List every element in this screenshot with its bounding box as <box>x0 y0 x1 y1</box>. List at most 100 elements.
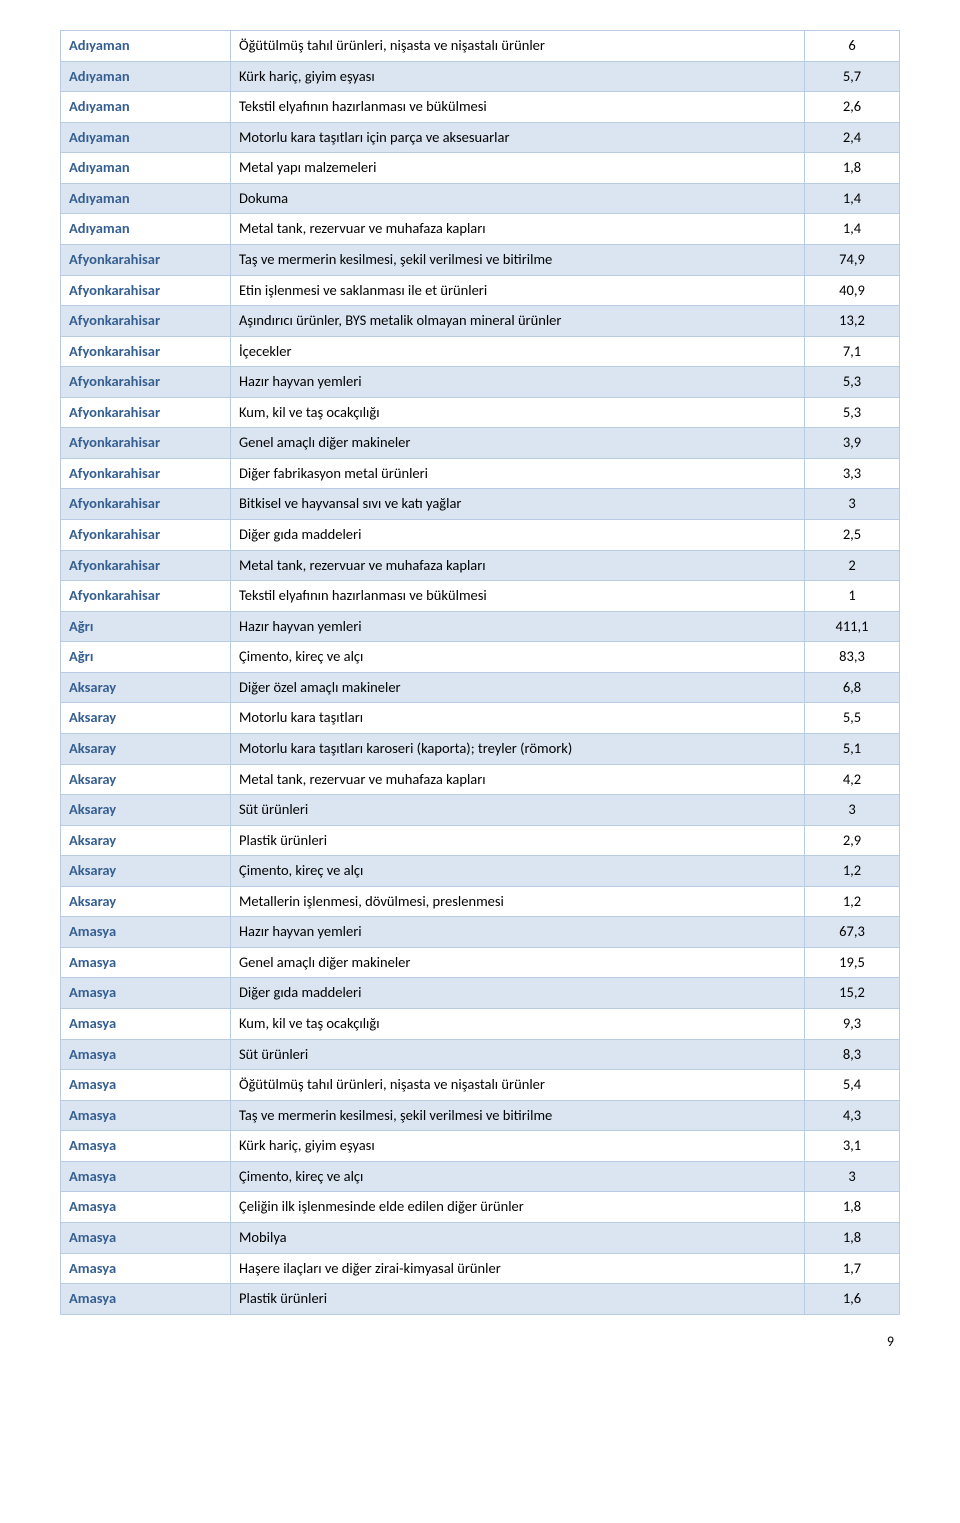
value-cell: 2 <box>805 550 900 581</box>
city-cell: Afyonkarahisar <box>61 489 231 520</box>
table-row: AdıyamanÖğütülmüş tahıl ürünleri, nişast… <box>61 31 900 62</box>
value-cell: 5,3 <box>805 367 900 398</box>
description-cell: Motorlu kara taşıtları için parça ve aks… <box>231 122 805 153</box>
city-cell: Afyonkarahisar <box>61 520 231 551</box>
data-table: AdıyamanÖğütülmüş tahıl ürünleri, nişast… <box>60 30 900 1315</box>
table-row: AdıyamanMetal tank, rezervuar ve muhafaz… <box>61 214 900 245</box>
table-row: AfyonkarahisarDiğer gıda maddeleri2,5 <box>61 520 900 551</box>
description-cell: Tekstil elyafının hazırlanması ve bükülm… <box>231 92 805 123</box>
value-cell: 4,3 <box>805 1100 900 1131</box>
description-cell: Süt ürünleri <box>231 795 805 826</box>
value-cell: 7,1 <box>805 336 900 367</box>
city-cell: Aksaray <box>61 856 231 887</box>
value-cell: 3 <box>805 489 900 520</box>
table-row: AfyonkarahisarAşındırıcı ürünler, BYS me… <box>61 306 900 337</box>
table-row: AksarayPlastik ürünleri2,9 <box>61 825 900 856</box>
table-row: AmasyaGenel amaçlı diğer makineler19,5 <box>61 947 900 978</box>
value-cell: 5,7 <box>805 61 900 92</box>
city-cell: Ağrı <box>61 642 231 673</box>
table-row: AmasyaPlastik ürünleri1,6 <box>61 1284 900 1315</box>
description-cell: Plastik ürünleri <box>231 1284 805 1315</box>
description-cell: İçecekler <box>231 336 805 367</box>
table-row: AmasyaHazır hayvan yemleri67,3 <box>61 917 900 948</box>
value-cell: 1,7 <box>805 1253 900 1284</box>
value-cell: 411,1 <box>805 611 900 642</box>
value-cell: 3 <box>805 795 900 826</box>
city-cell: Amasya <box>61 1131 231 1162</box>
description-cell: Diğer gıda maddeleri <box>231 978 805 1009</box>
table-row: AksarayÇimento, kireç ve alçı1,2 <box>61 856 900 887</box>
table-row: AmasyaSüt ürünleri8,3 <box>61 1039 900 1070</box>
city-cell: Amasya <box>61 917 231 948</box>
description-cell: Dokuma <box>231 183 805 214</box>
value-cell: 19,5 <box>805 947 900 978</box>
value-cell: 1,8 <box>805 153 900 184</box>
description-cell: Metal tank, rezervuar ve muhafaza kaplar… <box>231 214 805 245</box>
city-cell: Afyonkarahisar <box>61 244 231 275</box>
city-cell: Afyonkarahisar <box>61 275 231 306</box>
city-cell: Amasya <box>61 1222 231 1253</box>
city-cell: Adıyaman <box>61 92 231 123</box>
table-row: Afyonkarahisarİçecekler7,1 <box>61 336 900 367</box>
description-cell: Aşındırıcı ürünler, BYS metalik olmayan … <box>231 306 805 337</box>
table-row: AğrıÇimento, kireç ve alçı83,3 <box>61 642 900 673</box>
value-cell: 3 <box>805 1161 900 1192</box>
value-cell: 3,3 <box>805 458 900 489</box>
city-cell: Adıyaman <box>61 214 231 245</box>
value-cell: 1,8 <box>805 1192 900 1223</box>
description-cell: Çimento, kireç ve alçı <box>231 642 805 673</box>
value-cell: 5,5 <box>805 703 900 734</box>
city-cell: Aksaray <box>61 886 231 917</box>
value-cell: 9,3 <box>805 1009 900 1040</box>
city-cell: Adıyaman <box>61 183 231 214</box>
value-cell: 1,4 <box>805 183 900 214</box>
city-cell: Aksaray <box>61 764 231 795</box>
city-cell: Amasya <box>61 947 231 978</box>
value-cell: 4,2 <box>805 764 900 795</box>
value-cell: 1,2 <box>805 886 900 917</box>
city-cell: Amasya <box>61 1009 231 1040</box>
city-cell: Adıyaman <box>61 61 231 92</box>
value-cell: 5,4 <box>805 1070 900 1101</box>
table-row: AfyonkarahisarGenel amaçlı diğer makinel… <box>61 428 900 459</box>
description-cell: Kürk hariç, giyim eşyası <box>231 61 805 92</box>
table-row: AksarayMetallerin işlenmesi, dövülmesi, … <box>61 886 900 917</box>
value-cell: 6,8 <box>805 672 900 703</box>
city-cell: Amasya <box>61 1284 231 1315</box>
value-cell: 2,5 <box>805 520 900 551</box>
description-cell: Hazır hayvan yemleri <box>231 611 805 642</box>
description-cell: Plastik ürünleri <box>231 825 805 856</box>
value-cell: 1 <box>805 581 900 612</box>
city-cell: Amasya <box>61 1039 231 1070</box>
value-cell: 1,2 <box>805 856 900 887</box>
value-cell: 15,2 <box>805 978 900 1009</box>
table-row: AmasyaDiğer gıda maddeleri15,2 <box>61 978 900 1009</box>
city-cell: Amasya <box>61 1100 231 1131</box>
value-cell: 3,9 <box>805 428 900 459</box>
city-cell: Afyonkarahisar <box>61 458 231 489</box>
city-cell: Adıyaman <box>61 122 231 153</box>
city-cell: Amasya <box>61 978 231 1009</box>
table-row: AmasyaKürk hariç, giyim eşyası3,1 <box>61 1131 900 1162</box>
description-cell: Süt ürünleri <box>231 1039 805 1070</box>
description-cell: Genel amaçlı diğer makineler <box>231 947 805 978</box>
description-cell: Metallerin işlenmesi, dövülmesi, preslen… <box>231 886 805 917</box>
table-row: AfyonkarahisarHazır hayvan yemleri5,3 <box>61 367 900 398</box>
value-cell: 3,1 <box>805 1131 900 1162</box>
value-cell: 8,3 <box>805 1039 900 1070</box>
description-cell: Etin işlenmesi ve saklanması ile et ürün… <box>231 275 805 306</box>
table-row: AfyonkarahisarBitkisel ve hayvansal sıvı… <box>61 489 900 520</box>
table-row: AfyonkarahisarTaş ve mermerin kesilmesi,… <box>61 244 900 275</box>
description-cell: Metal yapı malzemeleri <box>231 153 805 184</box>
description-cell: Bitkisel ve hayvansal sıvı ve katı yağla… <box>231 489 805 520</box>
description-cell: Metal tank, rezervuar ve muhafaza kaplar… <box>231 550 805 581</box>
page-number: 9 <box>60 1333 900 1350</box>
table-row: AfyonkarahisarDiğer fabrikasyon metal ür… <box>61 458 900 489</box>
value-cell: 2,6 <box>805 92 900 123</box>
city-cell: Adıyaman <box>61 153 231 184</box>
description-cell: Çeliğin ilk işlenmesinde elde edilen diğ… <box>231 1192 805 1223</box>
description-cell: Öğütülmüş tahıl ürünleri, nişasta ve niş… <box>231 31 805 62</box>
table-row: AfyonkarahisarKum, kil ve taş ocakçılığı… <box>61 397 900 428</box>
description-cell: Taş ve mermerin kesilmesi, şekil verilme… <box>231 244 805 275</box>
description-cell: Çimento, kireç ve alçı <box>231 1161 805 1192</box>
